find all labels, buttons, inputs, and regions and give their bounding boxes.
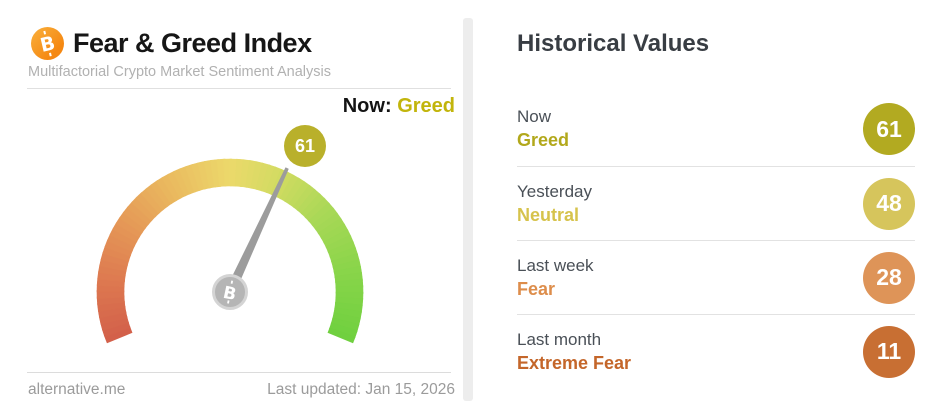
gauge-panel: B Fear & Greed Index Multifactorial Cryp… [0,0,463,418]
table-row: Last week Fear 28 [517,240,915,314]
svg-text:B: B [38,32,57,57]
history-badge: 61 [863,103,915,155]
gauge-chart: B [96,158,364,344]
history-period: Now [517,107,552,126]
table-row: Now Greed 61 [517,92,915,166]
source-link[interactable]: alternative.me [28,381,126,398]
history-badge: 28 [863,251,915,304]
table-row: Yesterday Neutral 48 [517,166,915,240]
current-classification-line: Now: Greed [343,95,455,118]
footer-divider [27,372,451,373]
page-title: Fear & Greed Index [73,27,312,58]
history-period: Last week [517,255,594,275]
history-classification: Extreme Fear [517,352,632,373]
now-classification: Greed [397,95,455,117]
svg-text:B: B [221,283,238,305]
historical-rows: Now Greed 61 Yesterday Neutral 48 Last w… [517,92,915,388]
history-classification: Neutral [517,204,580,225]
last-updated-text: Last updated: Jan 15, 2026 [267,381,455,398]
header-divider [27,88,451,89]
page-subtitle: Multifactorial Crypto Market Sentiment A… [28,64,331,80]
bitcoin-icon: B [31,26,64,60]
history-classification: Greed [517,130,570,150]
history-badge: 48 [863,177,915,230]
panel-separator [463,18,473,401]
historical-panel: Historical Values Now Greed 61 Yesterday… [473,0,946,418]
history-period: Yesterday [517,181,592,201]
gauge-hub: B [212,274,248,310]
history-classification: Fear [517,278,556,299]
brand-header: B Fear & Greed Index [31,26,312,60]
now-label: Now: [342,95,392,117]
gauge-value-badge: 61 [284,125,326,167]
gauge-arc [96,158,364,344]
table-row: Last month Extreme Fear 11 [517,314,915,388]
historical-title: Historical Values [517,30,710,57]
history-period: Last month [517,329,602,349]
history-badge: 11 [863,325,915,378]
